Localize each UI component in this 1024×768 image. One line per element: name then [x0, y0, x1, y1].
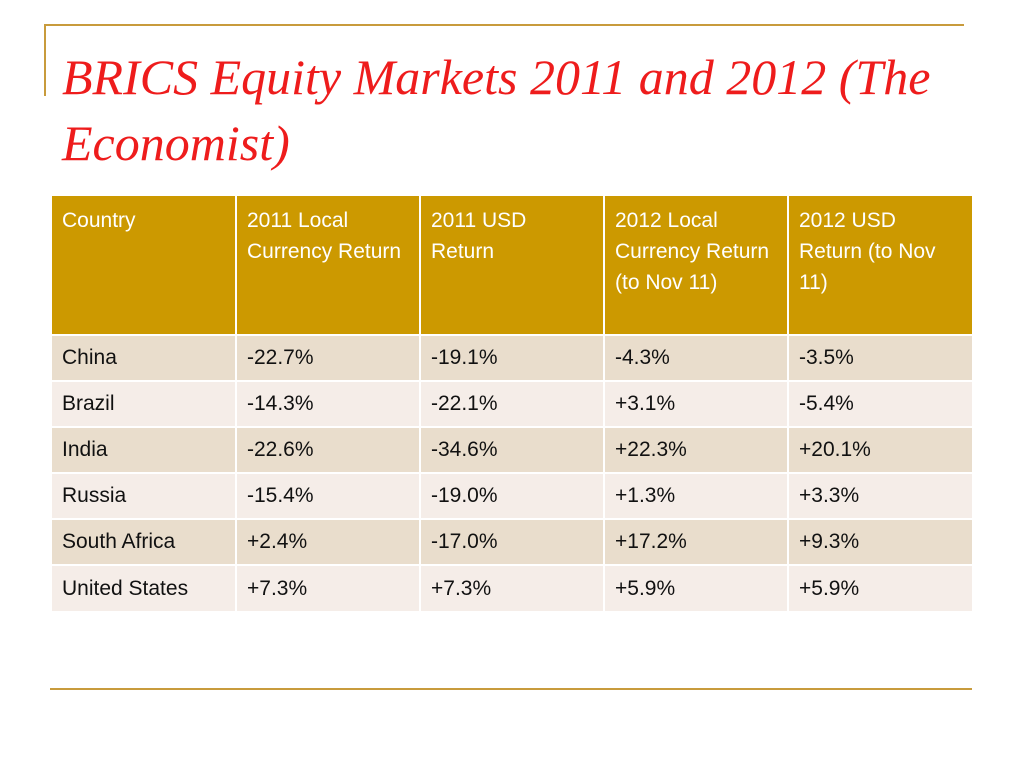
- cell-2012-local: -4.3%: [604, 334, 789, 381]
- cell-2012-local: +3.1%: [604, 380, 789, 427]
- header-2012-usd-return: 2012 USD Return (to Nov 11): [788, 196, 972, 335]
- cell-2011-usd: +7.3%: [420, 564, 605, 611]
- cell-2012-usd: -5.4%: [788, 380, 972, 427]
- cell-country: China: [52, 334, 237, 381]
- header-2011-usd-return: 2011 USD Return: [420, 196, 605, 335]
- cell-2012-usd: -3.5%: [788, 334, 972, 381]
- table-row: United States +7.3% +7.3% +5.9% +5.9%: [52, 564, 972, 611]
- table-row: China -22.7% -19.1% -4.3% -3.5%: [52, 334, 972, 381]
- cell-2011-usd: -34.6%: [420, 426, 605, 473]
- cell-2011-local: -22.6%: [236, 426, 421, 473]
- header-2011-local-return: 2011 Local Currency Return: [236, 196, 421, 335]
- cell-2012-local: +22.3%: [604, 426, 789, 473]
- cell-2011-usd: -19.0%: [420, 472, 605, 519]
- cell-country: United States: [52, 564, 237, 611]
- table-row: Russia -15.4% -19.0% +1.3% +3.3%: [52, 472, 972, 519]
- cell-2011-usd: -19.1%: [420, 334, 605, 381]
- cell-2012-usd: +5.9%: [788, 564, 972, 611]
- table-row: Brazil -14.3% -22.1% +3.1% -5.4%: [52, 380, 972, 427]
- returns-table: Country 2011 Local Currency Return 2011 …: [52, 196, 972, 611]
- cell-2012-usd: +3.3%: [788, 472, 972, 519]
- decorative-left-rule: [44, 24, 46, 96]
- cell-country: South Africa: [52, 518, 237, 565]
- cell-2011-local: -15.4%: [236, 472, 421, 519]
- cell-2011-local: +7.3%: [236, 564, 421, 611]
- decorative-top-rule: [44, 24, 964, 26]
- decorative-bottom-rule: [50, 688, 972, 690]
- cell-2011-usd: -17.0%: [420, 518, 605, 565]
- header-country: Country: [52, 196, 237, 335]
- cell-2012-usd: +20.1%: [788, 426, 972, 473]
- table-row: South Africa +2.4% -17.0% +17.2% +9.3%: [52, 518, 972, 565]
- cell-country: Brazil: [52, 380, 237, 427]
- cell-2011-local: -14.3%: [236, 380, 421, 427]
- table-row: India -22.6% -34.6% +22.3% +20.1%: [52, 426, 972, 473]
- cell-2012-usd: +9.3%: [788, 518, 972, 565]
- cell-2011-usd: -22.1%: [420, 380, 605, 427]
- cell-2012-local: +1.3%: [604, 472, 789, 519]
- cell-2011-local: +2.4%: [236, 518, 421, 565]
- cell-2011-local: -22.7%: [236, 334, 421, 381]
- header-2012-local-return: 2012 Local Currency Return (to Nov 11): [604, 196, 789, 335]
- cell-2012-local: +17.2%: [604, 518, 789, 565]
- cell-country: India: [52, 426, 237, 473]
- cell-2012-local: +5.9%: [604, 564, 789, 611]
- table-header-row: Country 2011 Local Currency Return 2011 …: [52, 196, 972, 335]
- cell-country: Russia: [52, 472, 237, 519]
- slide-title: BRICS Equity Markets 2011 and 2012 (The …: [62, 49, 931, 171]
